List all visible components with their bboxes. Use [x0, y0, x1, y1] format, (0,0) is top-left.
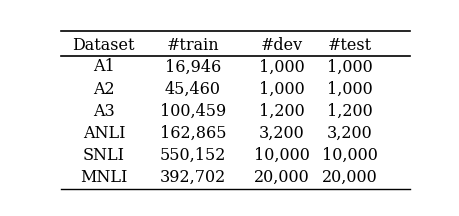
Text: MNLI: MNLI — [80, 169, 127, 186]
Text: SNLI: SNLI — [83, 147, 124, 164]
Text: 10,000: 10,000 — [321, 147, 377, 164]
Text: ANLI: ANLI — [83, 125, 125, 142]
Text: 20,000: 20,000 — [321, 169, 377, 186]
Text: 20,000: 20,000 — [254, 169, 309, 186]
Text: 16,946: 16,946 — [164, 59, 221, 75]
Text: 3,200: 3,200 — [259, 125, 304, 142]
Text: 3,200: 3,200 — [326, 125, 372, 142]
Text: A3: A3 — [93, 103, 114, 120]
Text: #test: #test — [327, 37, 371, 54]
Text: A1: A1 — [93, 59, 114, 75]
Text: #dev: #dev — [260, 37, 302, 54]
Text: 1,000: 1,000 — [326, 59, 372, 75]
Text: 10,000: 10,000 — [254, 147, 309, 164]
Text: A2: A2 — [93, 81, 114, 98]
Text: 1,200: 1,200 — [259, 103, 304, 120]
Text: 100,459: 100,459 — [159, 103, 226, 120]
Text: 1,000: 1,000 — [259, 59, 304, 75]
Text: Dataset: Dataset — [73, 37, 135, 54]
Text: 550,152: 550,152 — [159, 147, 226, 164]
Text: 1,200: 1,200 — [326, 103, 372, 120]
Text: 1,000: 1,000 — [326, 81, 372, 98]
Text: 1,000: 1,000 — [259, 81, 304, 98]
Text: 45,460: 45,460 — [165, 81, 220, 98]
Text: 162,865: 162,865 — [159, 125, 226, 142]
Text: 392,702: 392,702 — [159, 169, 226, 186]
Text: #train: #train — [166, 37, 219, 54]
